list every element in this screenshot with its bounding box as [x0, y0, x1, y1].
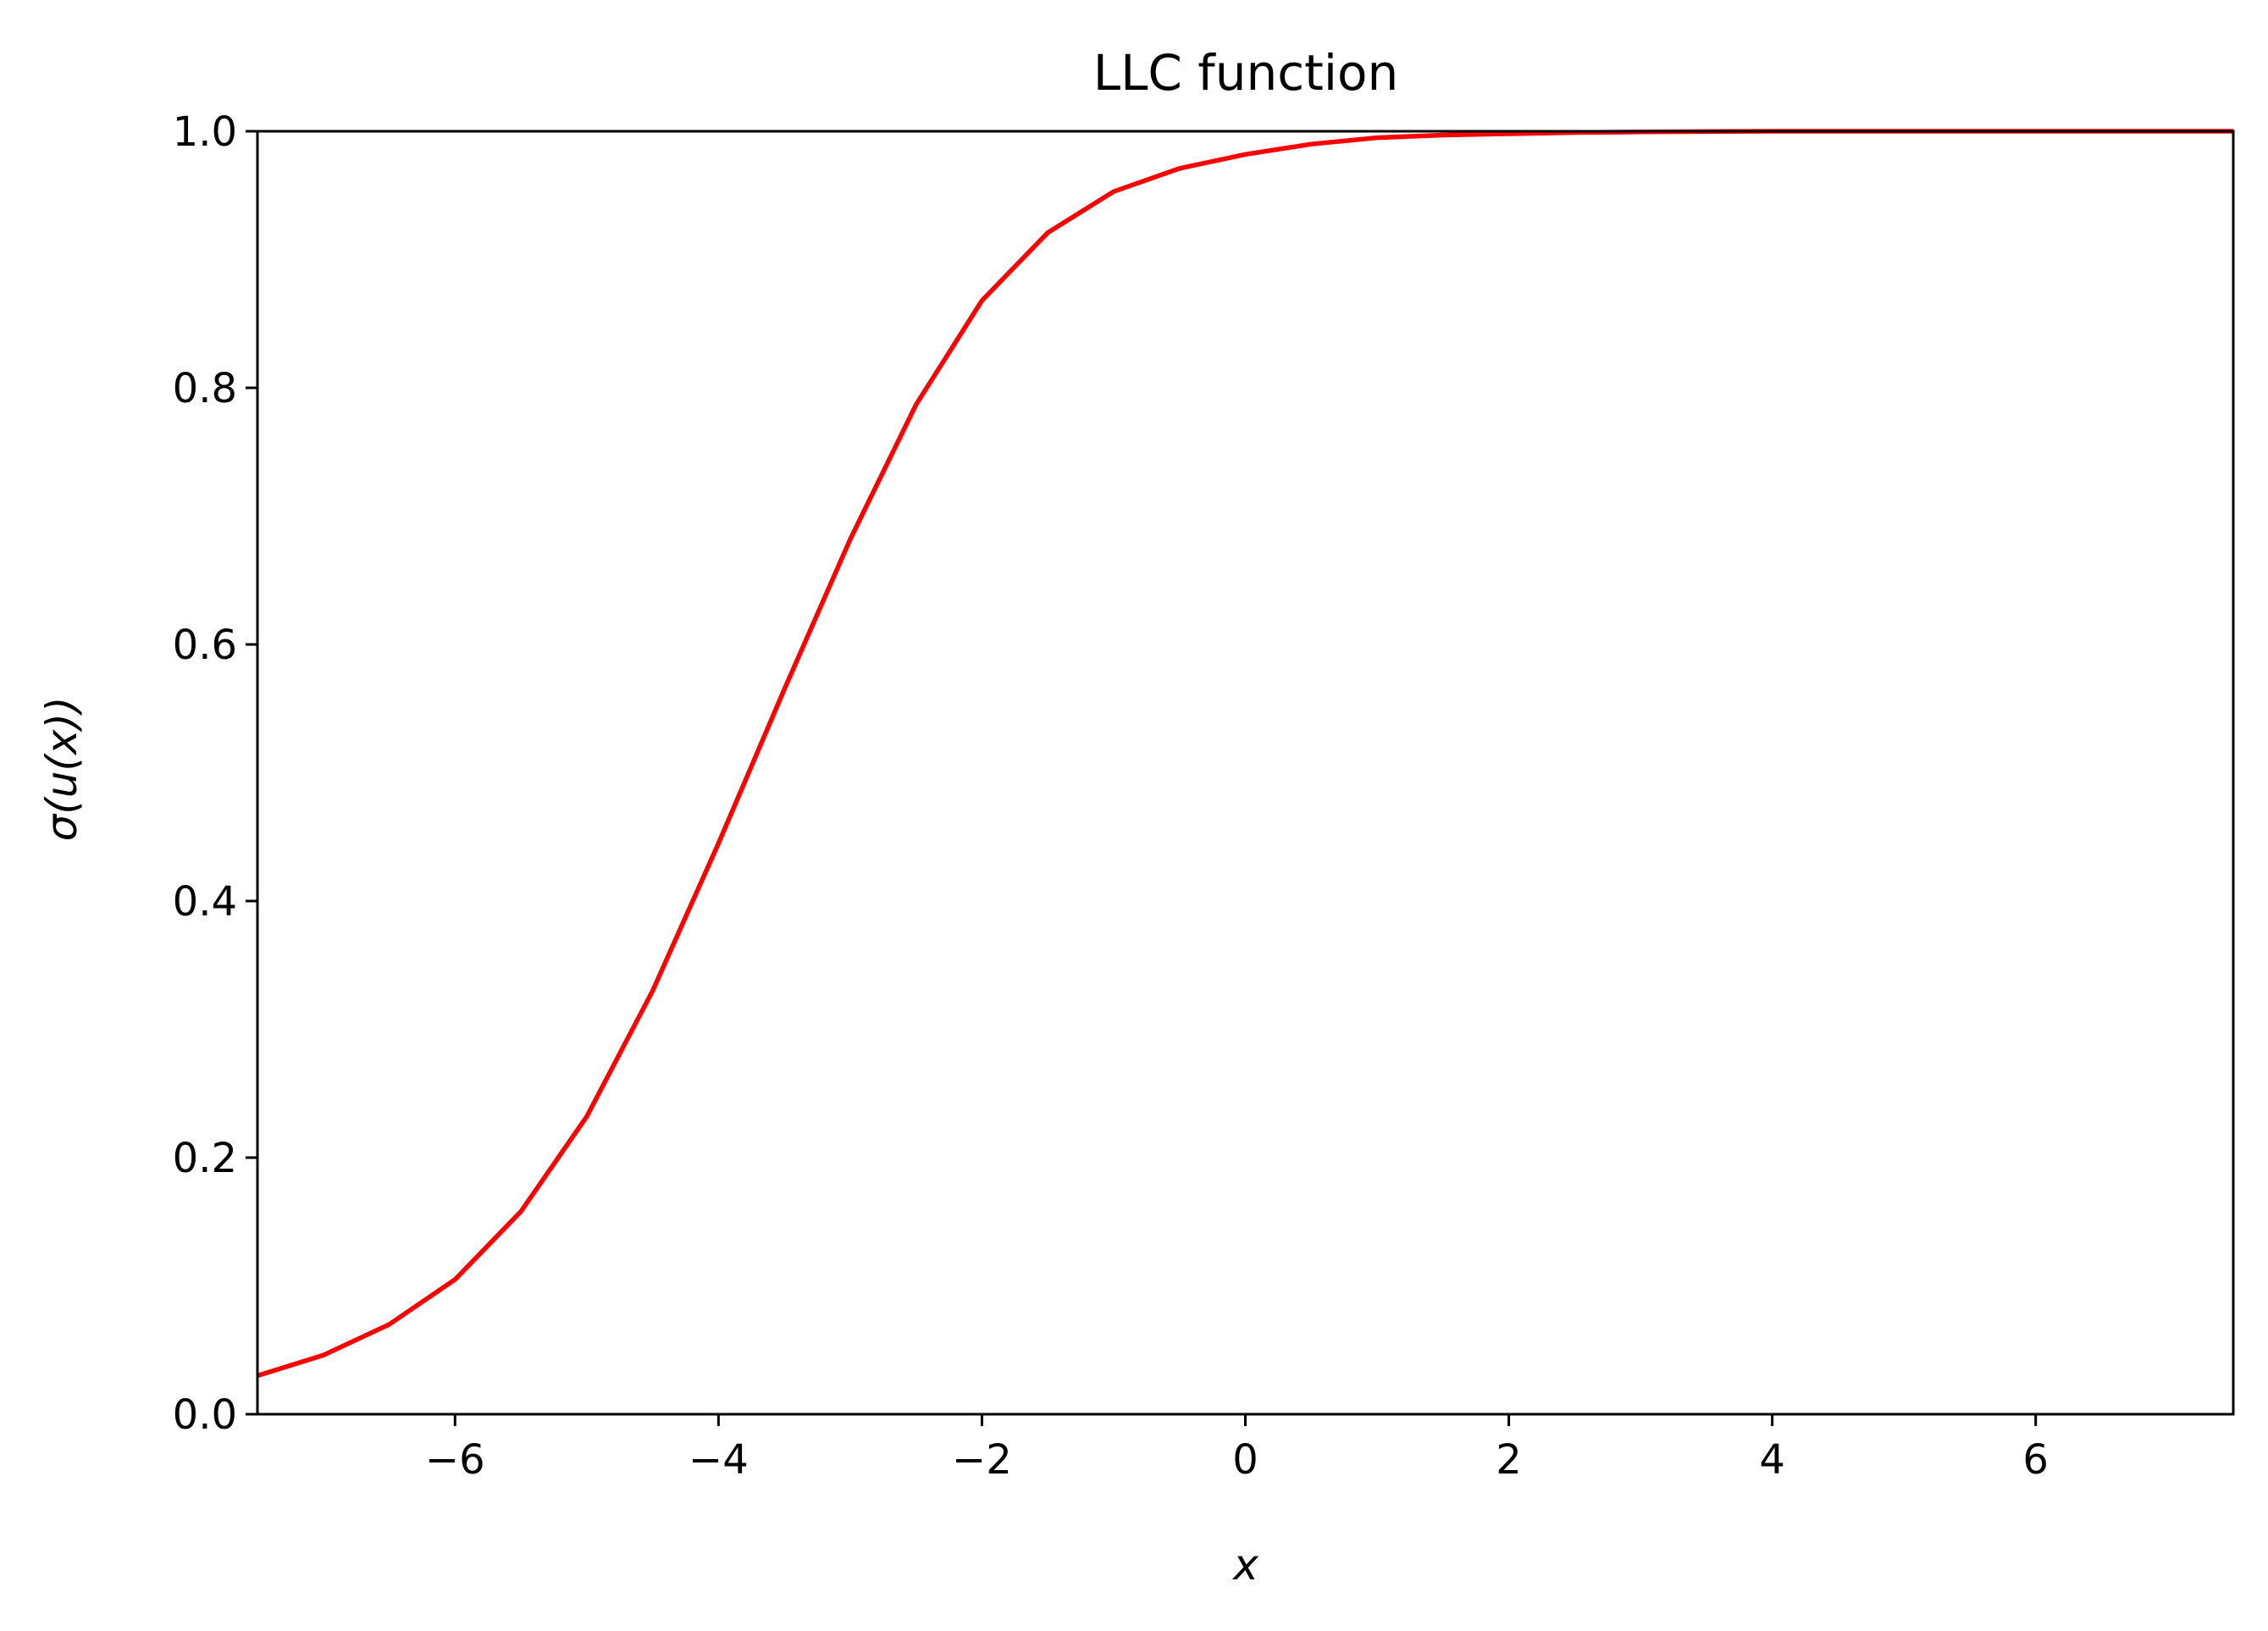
- x-tick-label: 2: [1496, 1436, 1522, 1484]
- y-tick-label: 0.0: [173, 1391, 237, 1439]
- y-tick-label: 1.0: [173, 108, 237, 156]
- x-tick-label: 6: [2022, 1436, 2049, 1484]
- y-tick-label: 0.8: [173, 365, 237, 412]
- x-tick-label: −2: [952, 1436, 1012, 1484]
- chart-title: LLC function: [1093, 44, 1399, 102]
- x-axis-ticks: −6 −4 −2 0 2 4 6: [425, 1414, 2049, 1484]
- x-tick-label: −6: [425, 1436, 485, 1484]
- y-tick-label: 0.2: [173, 1135, 237, 1182]
- x-tick-label: 0: [1232, 1436, 1258, 1484]
- y-axis-label: σ(u(x)): [37, 697, 86, 842]
- x-tick-label: −4: [689, 1436, 749, 1484]
- x-tick-label: 4: [1759, 1436, 1785, 1484]
- y-axis-ticks: 0.0 0.2 0.4 0.6 0.8 1.0: [173, 108, 257, 1439]
- y-tick-label: 0.4: [173, 878, 237, 926]
- y-tick-label: 0.6: [173, 622, 237, 669]
- x-axis-label: x: [1231, 1540, 1258, 1590]
